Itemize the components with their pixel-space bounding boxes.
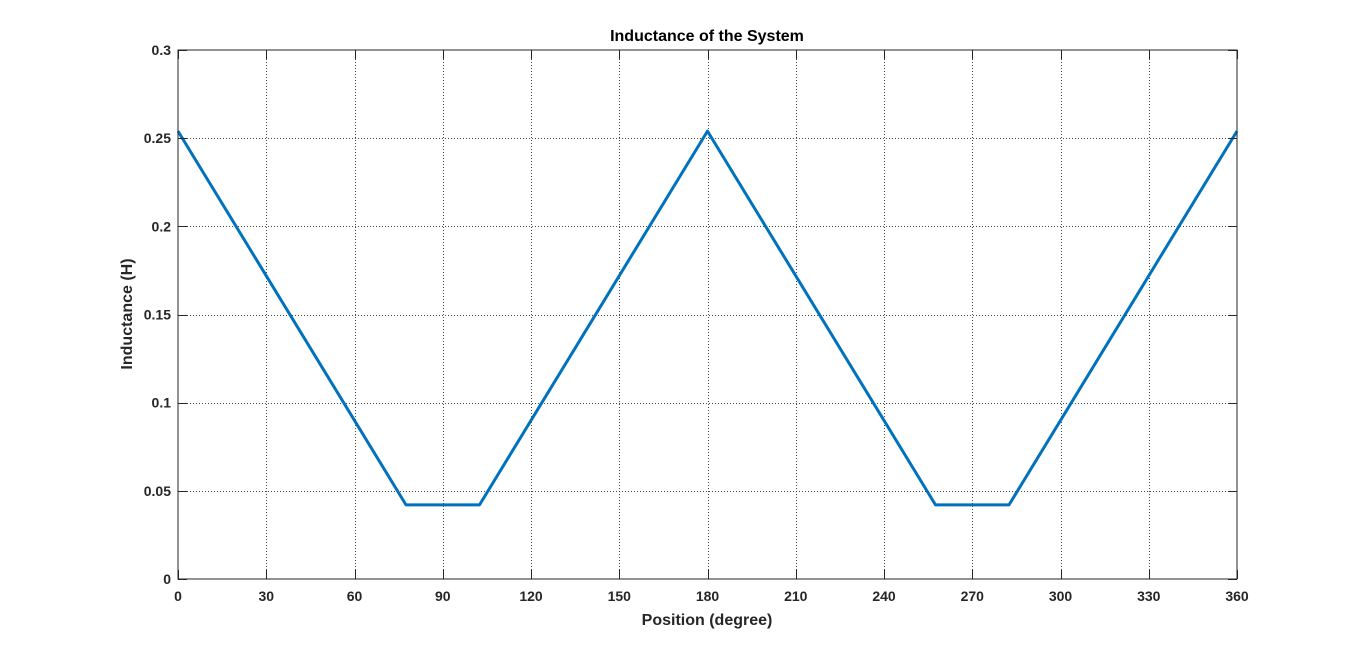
x-tick-label: 150 — [608, 588, 632, 604]
series-layer — [176, 129, 1239, 507]
y-tick-label: 0.1 — [152, 395, 172, 411]
y-tick-label: 0 — [163, 571, 171, 587]
y-tick-label: 0.25 — [144, 130, 171, 146]
tick-marks — [178, 50, 1238, 580]
y-tick-label: 0.2 — [152, 218, 172, 234]
inductance-series-line — [176, 129, 1239, 507]
x-tick-label: 360 — [1225, 588, 1249, 604]
x-tick-label: 30 — [258, 588, 274, 604]
x-tick-label: 180 — [696, 588, 720, 604]
x-tick-label: 60 — [347, 588, 363, 604]
grid-lines — [178, 50, 1237, 579]
x-tick-label: 0 — [174, 588, 182, 604]
x-tick-label: 300 — [1049, 588, 1073, 604]
y-tick-label: 0.3 — [152, 42, 172, 58]
x-tick-label: 120 — [519, 588, 543, 604]
plot-area-frame — [177, 49, 1238, 580]
x-tick-label: 240 — [872, 588, 896, 604]
x-tick-label: 210 — [784, 588, 808, 604]
x-tick-labels: 0 30 60 90 120 150 180 210 240 270 300 330 360 — [174, 588, 1249, 604]
plot-area-background — [178, 50, 1237, 579]
y-axis-label: Inductance (H) — [119, 258, 136, 369]
x-tick-label: 90 — [435, 588, 451, 604]
x-tick-label: 330 — [1137, 588, 1161, 604]
x-tick-label: 270 — [961, 588, 985, 604]
x-axis-label: Position (degree) — [642, 612, 773, 629]
y-tick-label: 0.05 — [144, 483, 171, 499]
chart-title: Inductance of the System — [610, 28, 804, 45]
y-tick-labels: 0 0.05 0.1 0.15 0.2 0.25 0.3 — [144, 42, 171, 587]
y-tick-label: 0.15 — [144, 307, 171, 323]
